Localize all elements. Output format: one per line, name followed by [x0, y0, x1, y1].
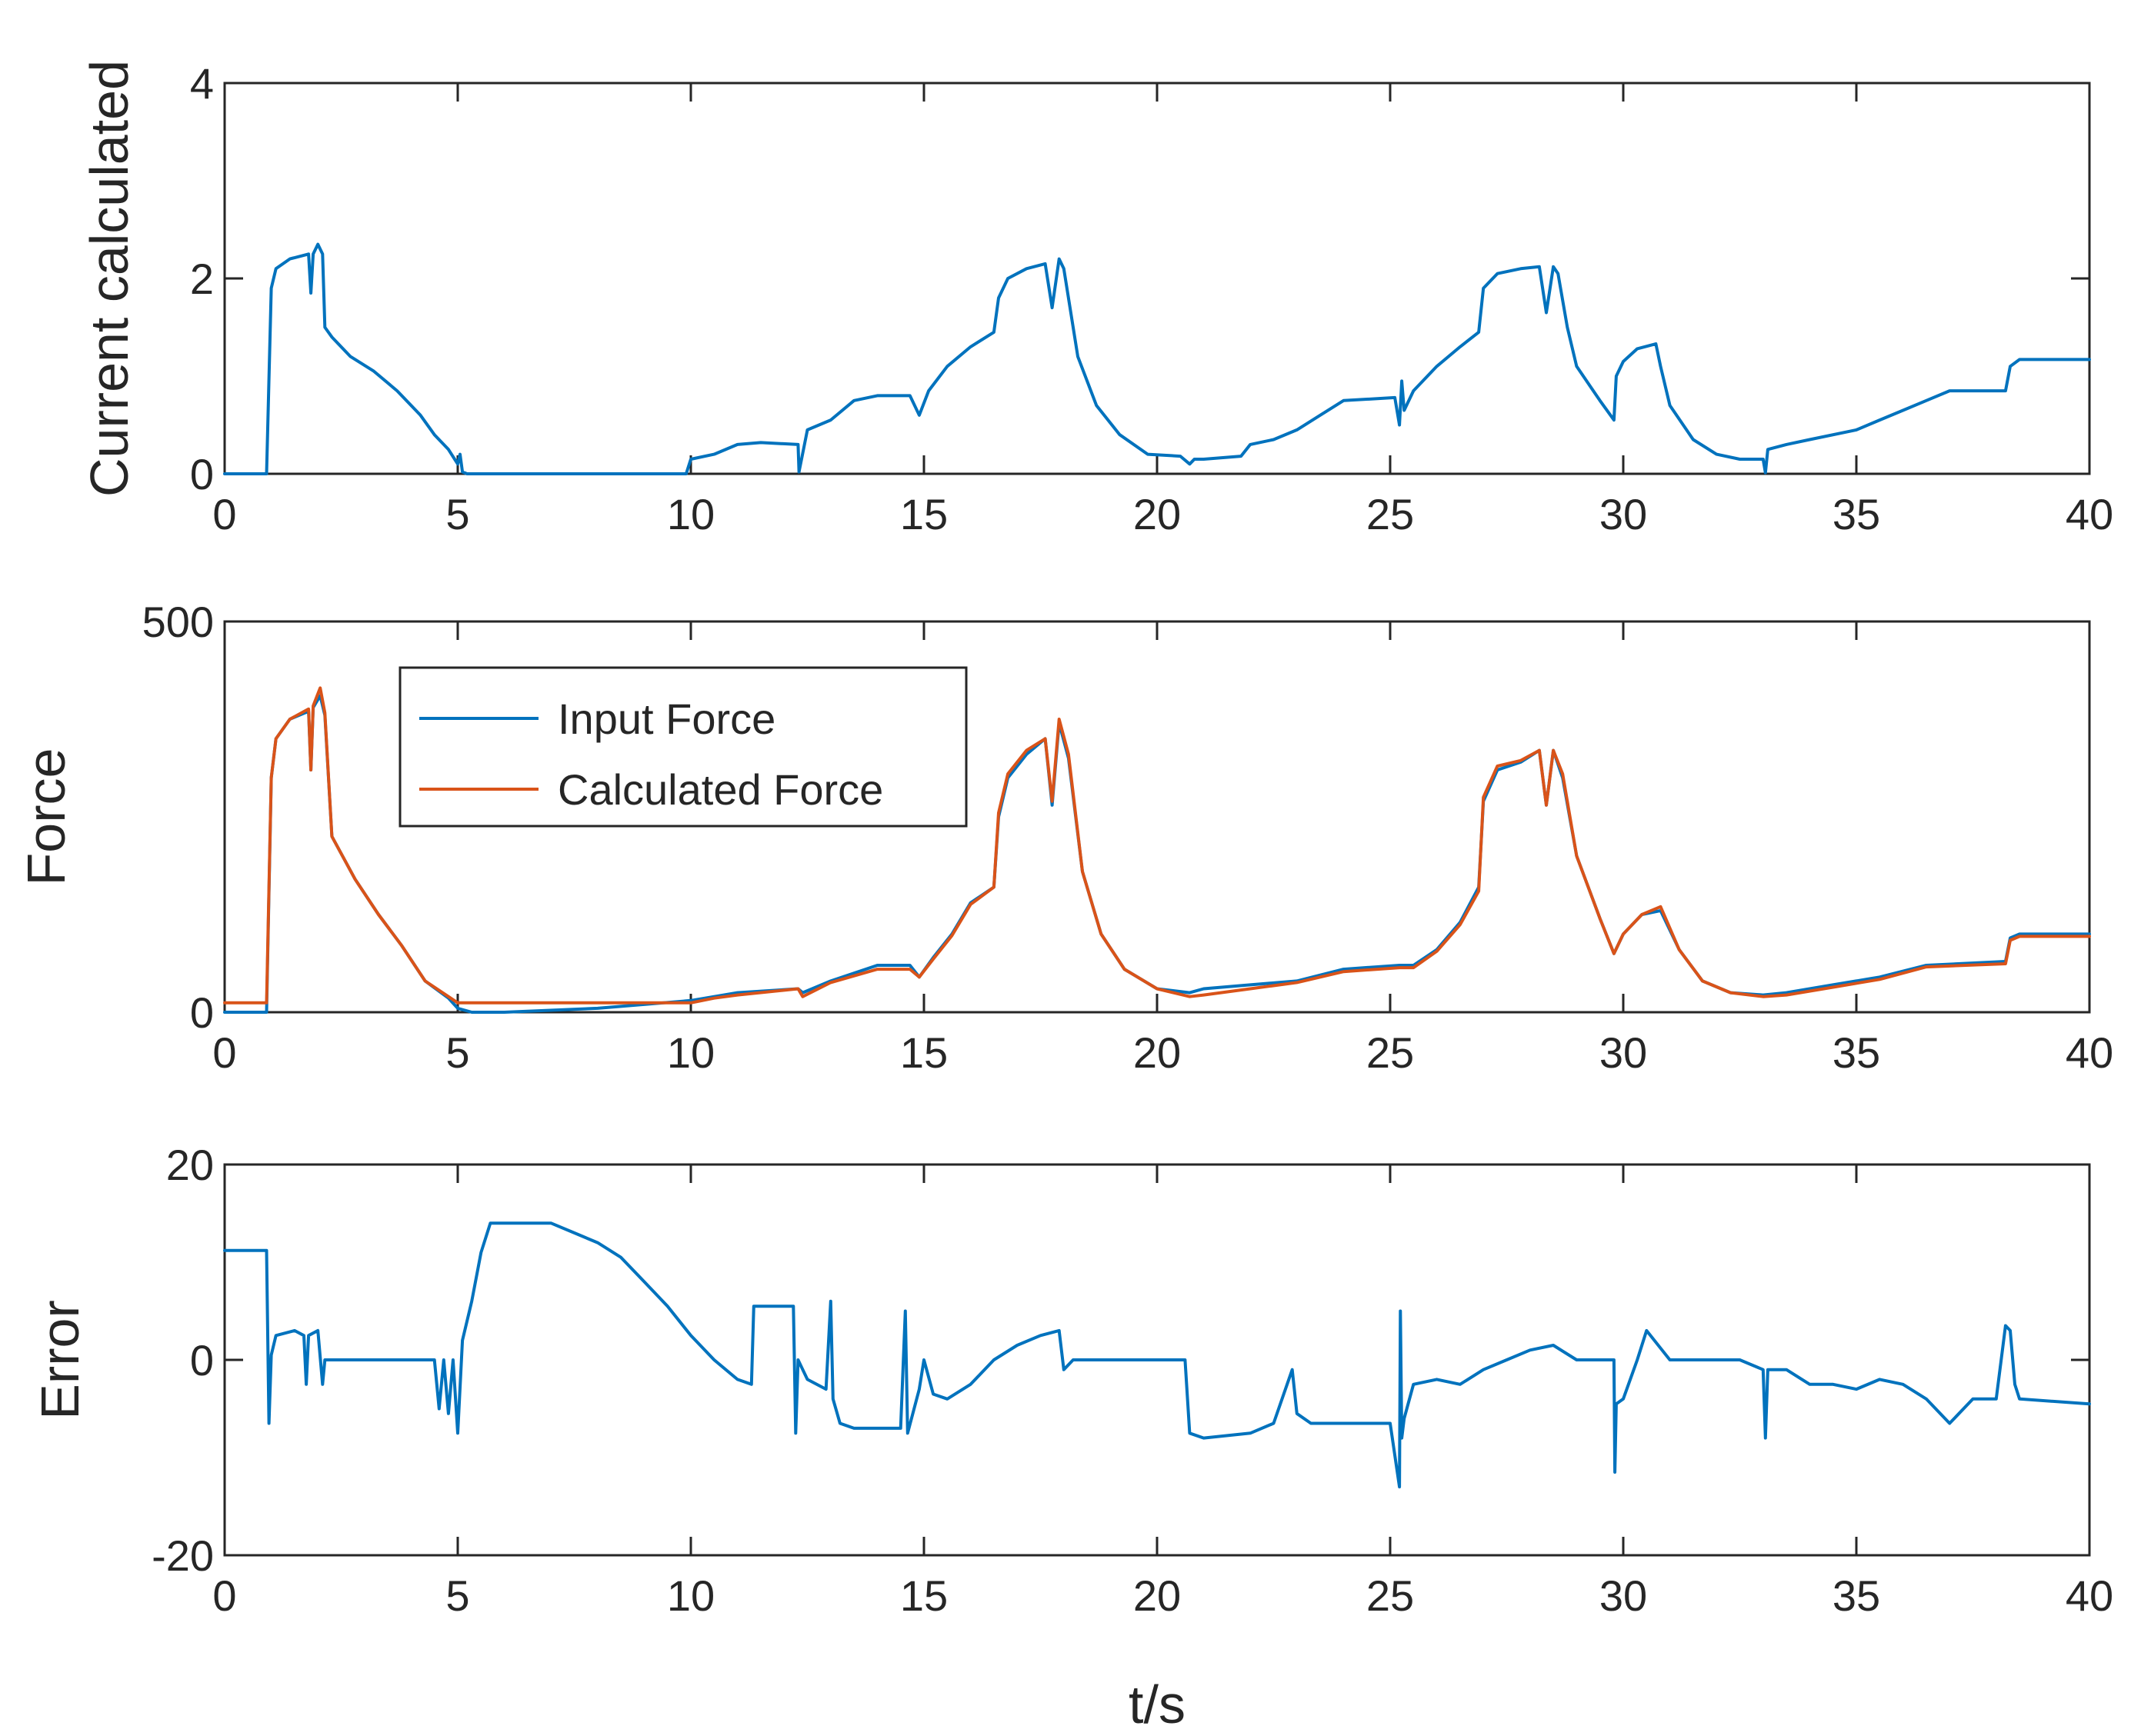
- current-xtick-label: 30: [1599, 490, 1647, 538]
- current-xtick-label: 35: [1833, 490, 1880, 538]
- current-ticks: 0 5 10 15 20 25 30 35 40 0 2 4: [190, 59, 2113, 538]
- error-xtick-label: 25: [1366, 1571, 1414, 1620]
- force-xtick-label: 0: [212, 1028, 236, 1077]
- error-ytick-label: -20: [152, 1531, 214, 1580]
- current-xtick-label: 10: [667, 490, 715, 538]
- current-panel: 0 5 10 15 20 25 30 35 40 0 2 4 Current calculated: [79, 59, 2113, 538]
- force-lines: [223, 686, 2091, 1014]
- current-xtick-label: 20: [1133, 490, 1181, 538]
- error-ytick-label: 0: [190, 1336, 214, 1384]
- force-xtick-label: 10: [667, 1028, 715, 1077]
- force-xtick-label: 30: [1599, 1028, 1647, 1077]
- current-xtick-label: 0: [212, 490, 236, 538]
- legend-box: [399, 666, 968, 828]
- error-lines: [223, 1221, 2091, 1489]
- force-ytick-label: 500: [142, 598, 214, 646]
- legend: Input Force Calculated Force: [399, 666, 968, 828]
- current-ylabel: Current calculated: [79, 60, 139, 497]
- x-axis-label: t/s: [1129, 1674, 1186, 1734]
- legend-label-input-force: Input Force: [558, 695, 775, 743]
- error-ylabel: Error: [30, 1300, 90, 1420]
- error-series-error: [223, 1221, 2091, 1489]
- current-xtick-label: 15: [900, 490, 948, 538]
- current-xtick-label: 25: [1366, 490, 1414, 538]
- force-xtick-label: 35: [1833, 1028, 1880, 1077]
- force-ticks: 0 5 10 15 20 25 30 35 40 0 500: [142, 598, 2114, 1077]
- error-xtick-label: 10: [667, 1571, 715, 1620]
- error-xtick-label: 5: [445, 1571, 469, 1620]
- error-xtick-label: 20: [1133, 1571, 1181, 1620]
- error-xtick-label: 30: [1599, 1571, 1647, 1620]
- force-xtick-label: 20: [1133, 1028, 1181, 1077]
- legend-label-calculated-force: Calculated Force: [558, 765, 883, 814]
- current-ytick-label: 2: [190, 255, 214, 303]
- force-xtick-label: 15: [900, 1028, 948, 1077]
- force-series-calculated-force: [223, 686, 2091, 1005]
- force-ylabel: Force: [16, 748, 76, 886]
- force-xtick-label: 5: [445, 1028, 469, 1077]
- error-ytick-label: 20: [166, 1141, 214, 1189]
- force-panel: 0 5 10 15 20 25 30 35 40 0 500 Force Input Force C…: [16, 598, 2113, 1077]
- force-xtick-label: 40: [2066, 1028, 2113, 1077]
- current-xtick-label: 5: [445, 490, 469, 538]
- current-series-current: [223, 242, 2091, 475]
- error-xtick-label: 15: [900, 1571, 948, 1620]
- error-xtick-label: 40: [2066, 1571, 2113, 1620]
- error-xtick-label: 0: [212, 1571, 236, 1620]
- force-ytick-label: 0: [190, 988, 214, 1037]
- error-xtick-label: 35: [1833, 1571, 1880, 1620]
- current-ytick-label: 4: [190, 59, 214, 108]
- current-ytick-label: 0: [190, 450, 214, 498]
- current-lines: [223, 242, 2091, 475]
- force-xtick-label: 25: [1366, 1028, 1414, 1077]
- current-xtick-label: 40: [2066, 490, 2113, 538]
